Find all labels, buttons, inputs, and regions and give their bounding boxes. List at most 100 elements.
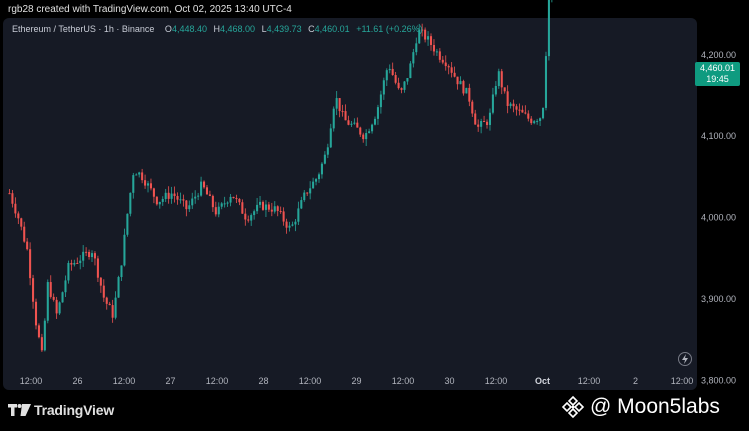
candle-body: [40, 337, 43, 351]
candle-body: [197, 195, 200, 197]
x-tick-label: 29: [351, 376, 361, 386]
candle-body: [530, 118, 533, 124]
candle-body: [485, 121, 489, 125]
candle-body: [247, 219, 250, 221]
candle-body: [211, 195, 214, 208]
candle-body: [539, 118, 542, 121]
candle-body: [515, 106, 518, 110]
candle-body: [14, 203, 17, 214]
y-tick-label: 3,800.00: [701, 375, 736, 385]
high-value: 4,468.00: [220, 24, 256, 34]
candle-body: [67, 262, 70, 281]
bar-countdown: 19:45: [706, 74, 729, 84]
candle-body: [335, 98, 338, 109]
candle-body: [135, 174, 138, 176]
candle-body: [315, 179, 318, 182]
candle-body: [217, 206, 220, 215]
snapshot-caption: rgb28 created with TradingView.com, Oct …: [8, 4, 292, 15]
candle-body: [415, 43, 418, 53]
candle-body: [220, 203, 223, 207]
candle-body: [108, 303, 111, 306]
candle-body: [350, 123, 353, 125]
candle-body: [32, 278, 35, 302]
candle-body: [391, 68, 394, 76]
candle-body: [332, 108, 335, 129]
x-tick-label: 12:00: [671, 376, 694, 386]
candle-body: [456, 76, 459, 85]
candle-body: [547, 0, 550, 57]
watermark: @ Moon5labs: [560, 394, 720, 420]
candle-body: [167, 192, 170, 199]
candle-body: [256, 204, 259, 212]
candle-body: [347, 120, 350, 125]
candle-body: [264, 204, 267, 210]
candle-body: [306, 192, 309, 194]
candle-body: [282, 211, 285, 222]
symbol-legend[interactable]: Ethereum / TetherUS · 1h · Binance O4,44…: [12, 24, 423, 34]
candle-body: [491, 94, 494, 113]
candle-body: [76, 262, 79, 264]
candle-body: [202, 181, 206, 188]
last-price-value: 4,460.01: [699, 63, 736, 73]
low-value: 4,439.73: [266, 24, 302, 34]
candle-body: [388, 68, 391, 71]
candle-body: [214, 207, 217, 215]
y-tick-label: 4,200.00: [701, 50, 736, 60]
candle-body: [459, 81, 462, 85]
candle-body: [421, 29, 424, 31]
candle-body: [429, 36, 433, 46]
candle-body: [447, 66, 450, 68]
candle-body: [477, 124, 480, 127]
candle-body: [73, 262, 76, 265]
last-price-tag: 4,460.01 19:45: [695, 62, 740, 86]
tradingview-logo[interactable]: TradingView: [8, 402, 114, 418]
candle-body: [359, 127, 362, 135]
symbol-name[interactable]: Ethereum / TetherUS · 1h · Binance: [12, 24, 155, 34]
candles-group: [8, 0, 553, 353]
candle-body: [403, 81, 406, 90]
candle-body: [320, 163, 323, 175]
candle-body: [435, 51, 438, 53]
candle-body: [152, 188, 155, 197]
candle-body: [474, 113, 477, 125]
candle-body: [8, 193, 11, 195]
candle-body: [427, 36, 430, 40]
candle-body: [138, 172, 141, 175]
high-label: H: [213, 24, 221, 34]
candle-body: [185, 200, 188, 210]
candle-body: [164, 192, 167, 199]
candle-body: [123, 234, 126, 266]
y-axis: 4,500.004,400.004,300.004,200.004,100.00…: [701, 50, 736, 385]
candle-body: [238, 198, 241, 203]
candle-body: [253, 211, 256, 216]
candle-body: [232, 196, 235, 199]
lightning-icon[interactable]: [678, 352, 692, 366]
candle-body: [34, 301, 38, 326]
candle-body: [55, 299, 58, 314]
candle-body: [509, 103, 512, 107]
candle-body: [438, 51, 441, 60]
header-bar: rgb28 created with TradingView.com, Oct …: [0, 0, 749, 18]
candle-body: [49, 282, 52, 297]
x-tick-label: Oct: [535, 376, 550, 386]
candle-body: [291, 224, 294, 226]
candle-body: [85, 251, 88, 253]
candle-body: [90, 253, 94, 258]
candle-body: [406, 78, 409, 82]
candle-body: [82, 251, 85, 261]
candle-body: [297, 208, 300, 222]
candle-body: [480, 121, 483, 127]
candle-body: [241, 202, 244, 214]
candle-body: [444, 62, 447, 67]
candle-body: [173, 193, 176, 197]
chart-panel[interactable]: [3, 18, 697, 390]
candle-body: [317, 174, 321, 180]
candle-body: [394, 75, 397, 83]
candle-body: [223, 203, 226, 205]
x-tick-label: 12:00: [113, 376, 136, 386]
candle-body: [149, 183, 153, 189]
candle-body: [441, 59, 444, 63]
candle-body: [500, 71, 503, 88]
candle-body: [338, 98, 341, 112]
